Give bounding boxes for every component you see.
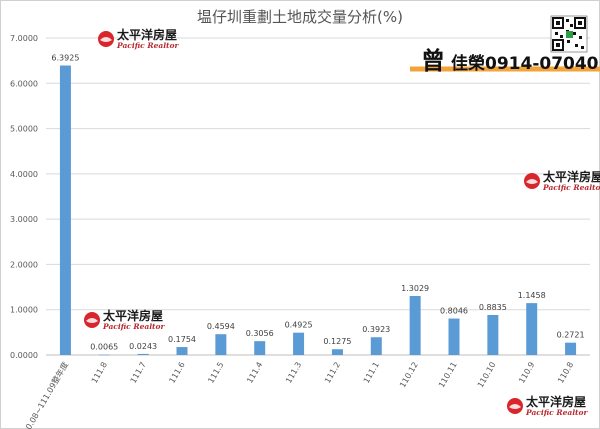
x-tick-label: 111.8 xyxy=(90,361,109,385)
data-label: 6.3925 xyxy=(51,54,79,63)
bar xyxy=(370,337,382,355)
x-axis-labels: 110.08~111.09整年度 111.8 111.7 111.6 111.5 111.… xyxy=(18,360,575,429)
bar xyxy=(59,65,71,355)
data-label: 0.4594 xyxy=(207,322,235,331)
logo-name-cn: 太平洋房屋 xyxy=(103,308,163,323)
data-label: 0.0243 xyxy=(129,342,157,351)
data-label: 0.4925 xyxy=(285,321,313,330)
x-tick-label: 111.3 xyxy=(284,361,303,385)
logo-wave-icon xyxy=(86,318,98,323)
bar xyxy=(487,314,499,355)
data-label: 0.3923 xyxy=(362,325,390,334)
data-label: 0.0065 xyxy=(90,343,118,352)
data-labels: 6.3925 0.0065 0.0243 0.1754 0.4594 0.3056 0.49… xyxy=(51,54,584,352)
bar xyxy=(409,295,421,355)
bar xyxy=(565,342,577,355)
agent-banner: 曾 佳榮0914-070401 xyxy=(410,47,600,75)
x-tick-label: 110.12 xyxy=(398,361,420,390)
x-tick-label: 111.2 xyxy=(323,361,342,385)
qr-code xyxy=(550,15,588,53)
logo-name-en: Pacific Realtor xyxy=(525,408,589,417)
y-tick-label: 0.0000 xyxy=(10,351,38,360)
bar xyxy=(293,332,305,355)
bar xyxy=(215,334,227,355)
x-tick-label: 110.9 xyxy=(517,361,536,385)
x-tick-label: 110.10 xyxy=(476,361,498,390)
x-tick-label: 111.4 xyxy=(245,361,264,385)
logo-name-cn: 太平洋房屋 xyxy=(526,394,586,409)
y-tick-label: 4.0000 xyxy=(10,170,38,179)
data-label: 1.3029 xyxy=(401,284,429,293)
data-label: 0.8046 xyxy=(440,307,468,316)
grid-lines xyxy=(46,37,590,356)
x-tick-label: 110.08~111.09整年度 xyxy=(18,360,70,429)
x-tick-label: 111.6 xyxy=(167,361,186,385)
y-tick-label: 6.0000 xyxy=(10,79,38,88)
logo-name-en: Pacific Realtor xyxy=(116,41,180,50)
data-label: 0.8835 xyxy=(479,303,507,312)
logo-wave-icon xyxy=(526,179,538,184)
logo-name-en: Pacific Realtor xyxy=(542,183,600,192)
x-tick-label: 110.11 xyxy=(437,361,459,390)
y-tick-label: 2.0000 xyxy=(10,260,38,269)
data-label: 0.1754 xyxy=(168,335,196,344)
logo-wave-icon xyxy=(100,37,112,42)
x-tick-label: 111.1 xyxy=(362,361,381,385)
logo-name-cn: 太平洋房屋 xyxy=(543,169,600,184)
bar xyxy=(331,349,343,355)
data-label: 0.3056 xyxy=(246,329,274,338)
y-axis-ticks: 0.0000 1.0000 2.0000 3.0000 4.0000 5.0000 6.00… xyxy=(10,34,38,360)
chart-title: 塭仔圳重劃土地成交量分析(%) xyxy=(197,8,403,26)
y-tick-label: 3.0000 xyxy=(10,215,38,224)
x-tick-label: 110.8 xyxy=(556,361,575,385)
data-label: 0.1275 xyxy=(323,337,351,346)
data-label: 1.1458 xyxy=(518,291,546,300)
bar xyxy=(137,353,149,355)
x-tick-label: 111.7 xyxy=(129,361,148,385)
logo-name-en: Pacific Realtor xyxy=(102,322,166,331)
y-tick-label: 5.0000 xyxy=(10,125,38,134)
agent-surname: 曾 xyxy=(421,47,445,75)
bars xyxy=(59,65,577,356)
bar xyxy=(98,354,110,356)
logo-name-cn: 太平洋房屋 xyxy=(117,27,177,42)
bar xyxy=(448,318,460,355)
agent-contact: 佳榮0914-070401 xyxy=(451,53,600,74)
y-tick-label: 7.0000 xyxy=(10,34,38,43)
bar xyxy=(176,347,188,355)
bar xyxy=(254,341,266,355)
logo-wave-icon xyxy=(509,404,521,409)
x-tick-label: 111.5 xyxy=(206,361,225,385)
data-label: 0.2721 xyxy=(557,331,585,340)
y-tick-label: 1.0000 xyxy=(10,306,38,315)
bar xyxy=(526,303,538,355)
